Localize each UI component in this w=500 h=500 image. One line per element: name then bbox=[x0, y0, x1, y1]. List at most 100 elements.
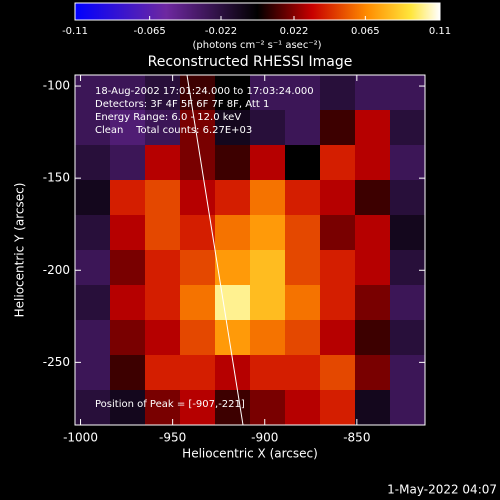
colorbar bbox=[74, 2, 441, 21]
heat-cell bbox=[110, 180, 146, 216]
heat-cell bbox=[320, 110, 356, 146]
x-tick-label: -1000 bbox=[63, 431, 98, 445]
heat-cell bbox=[320, 390, 356, 425]
heat-cell bbox=[320, 145, 356, 181]
x-tick-label: -900 bbox=[251, 431, 278, 445]
heat-cell bbox=[285, 145, 321, 181]
heat-cell bbox=[215, 75, 251, 111]
heat-cell bbox=[215, 215, 251, 251]
heat-cell bbox=[320, 285, 356, 321]
colorbar-tick-label: -0.022 bbox=[205, 26, 237, 37]
annotation: Energy Range: 6.0 - 12.0 keV bbox=[95, 112, 241, 123]
x-tick-label: -850 bbox=[343, 431, 370, 445]
heat-cell bbox=[180, 180, 216, 216]
heat-cell bbox=[110, 145, 146, 181]
heat-cell bbox=[390, 110, 425, 146]
heat-cell bbox=[215, 250, 251, 286]
solar-limb bbox=[186, 75, 244, 425]
heat-cell bbox=[75, 180, 111, 216]
heat-cell bbox=[110, 215, 146, 251]
annotation: 18-Aug-2002 17:01:24.000 to 17:03:24.000 bbox=[95, 86, 314, 97]
heat-cell bbox=[180, 215, 216, 251]
colorbar-tick-label: 0.11 bbox=[429, 26, 451, 37]
x-tick-label: -950 bbox=[159, 431, 186, 445]
heat-cell bbox=[145, 75, 181, 111]
heat-cell bbox=[355, 180, 391, 216]
heat-cell bbox=[215, 145, 251, 181]
annotation: Detectors: 3F 4F 5F 6F 7F 8F, Att 1 bbox=[95, 99, 269, 110]
heat-cell bbox=[110, 390, 146, 425]
heat-cell bbox=[110, 250, 146, 286]
heat-cell bbox=[250, 355, 286, 391]
heat-cell bbox=[110, 75, 146, 111]
heat-cell bbox=[215, 320, 251, 356]
x-axis-label: Heliocentric X (arcsec) bbox=[182, 447, 318, 461]
colorbar-tick-label: 0.065 bbox=[351, 26, 380, 37]
heat-cell bbox=[355, 145, 391, 181]
heat-cell bbox=[180, 75, 216, 111]
heat-cell bbox=[355, 285, 391, 321]
heat-cell bbox=[145, 285, 181, 321]
y-tick-label: -100 bbox=[43, 79, 70, 93]
heat-cell bbox=[180, 355, 216, 391]
heat-cell bbox=[285, 180, 321, 216]
heat-cell bbox=[355, 355, 391, 391]
heat-cell bbox=[75, 110, 111, 146]
heat-cell bbox=[320, 75, 356, 111]
heat-cell bbox=[180, 285, 216, 321]
heat-cell bbox=[285, 390, 321, 425]
heat-cell bbox=[390, 285, 425, 321]
colorbar-tick-label: -0.065 bbox=[134, 26, 166, 37]
heat-cell bbox=[110, 355, 146, 391]
annotation: Clean Total counts: 6.27E+03 bbox=[95, 125, 252, 136]
y-tick-label: -250 bbox=[43, 355, 70, 369]
heat-cell bbox=[390, 390, 425, 425]
heat-cell bbox=[390, 75, 425, 111]
plot-frame bbox=[74, 74, 426, 426]
heat-cell bbox=[355, 390, 391, 425]
heat-cell bbox=[145, 250, 181, 286]
heat-cell bbox=[75, 320, 111, 356]
heat-cell bbox=[250, 215, 286, 251]
heat-cell bbox=[180, 390, 216, 425]
heat-cell bbox=[320, 320, 356, 356]
heat-cell bbox=[110, 110, 146, 146]
peak-label: Position of Peak = [-907,-221] bbox=[95, 399, 245, 410]
y-tick-label: -200 bbox=[43, 263, 70, 277]
heat-cell bbox=[285, 75, 321, 111]
heat-cell bbox=[320, 215, 356, 251]
colorbar-tick-label: 0.022 bbox=[280, 26, 309, 37]
heat-cell bbox=[390, 355, 425, 391]
heat-cell bbox=[75, 250, 111, 286]
heat-cell bbox=[250, 285, 286, 321]
heat-cell bbox=[110, 320, 146, 356]
heat-cell bbox=[285, 110, 321, 146]
heat-cell bbox=[145, 320, 181, 356]
heat-cell bbox=[75, 215, 111, 251]
heat-cell bbox=[250, 390, 286, 425]
heat-cell bbox=[250, 75, 286, 111]
heat-cell bbox=[390, 145, 425, 181]
heat-cell bbox=[285, 250, 321, 286]
heat-cell bbox=[145, 110, 181, 146]
heat-cell bbox=[390, 215, 425, 251]
colorbar-label: (photons cm⁻² s⁻¹ asec⁻²) bbox=[192, 40, 321, 51]
heat-cell bbox=[180, 320, 216, 356]
heat-cell bbox=[215, 110, 251, 146]
heat-cell bbox=[390, 180, 425, 216]
heat-cell bbox=[180, 250, 216, 286]
heat-cell bbox=[250, 145, 286, 181]
heat-cell bbox=[390, 250, 425, 286]
heat-cell bbox=[355, 215, 391, 251]
heat-cell bbox=[110, 285, 146, 321]
heat-cell bbox=[250, 180, 286, 216]
heat-cell bbox=[390, 320, 425, 356]
heat-cell bbox=[145, 390, 181, 425]
heat-cell bbox=[285, 285, 321, 321]
chart-title: Reconstructed RHESSI Image bbox=[148, 54, 353, 70]
heat-cell bbox=[145, 180, 181, 216]
footer: 1-May-2022 04:07 bbox=[387, 483, 497, 497]
heat-cell bbox=[75, 285, 111, 321]
heat-cell bbox=[145, 145, 181, 181]
